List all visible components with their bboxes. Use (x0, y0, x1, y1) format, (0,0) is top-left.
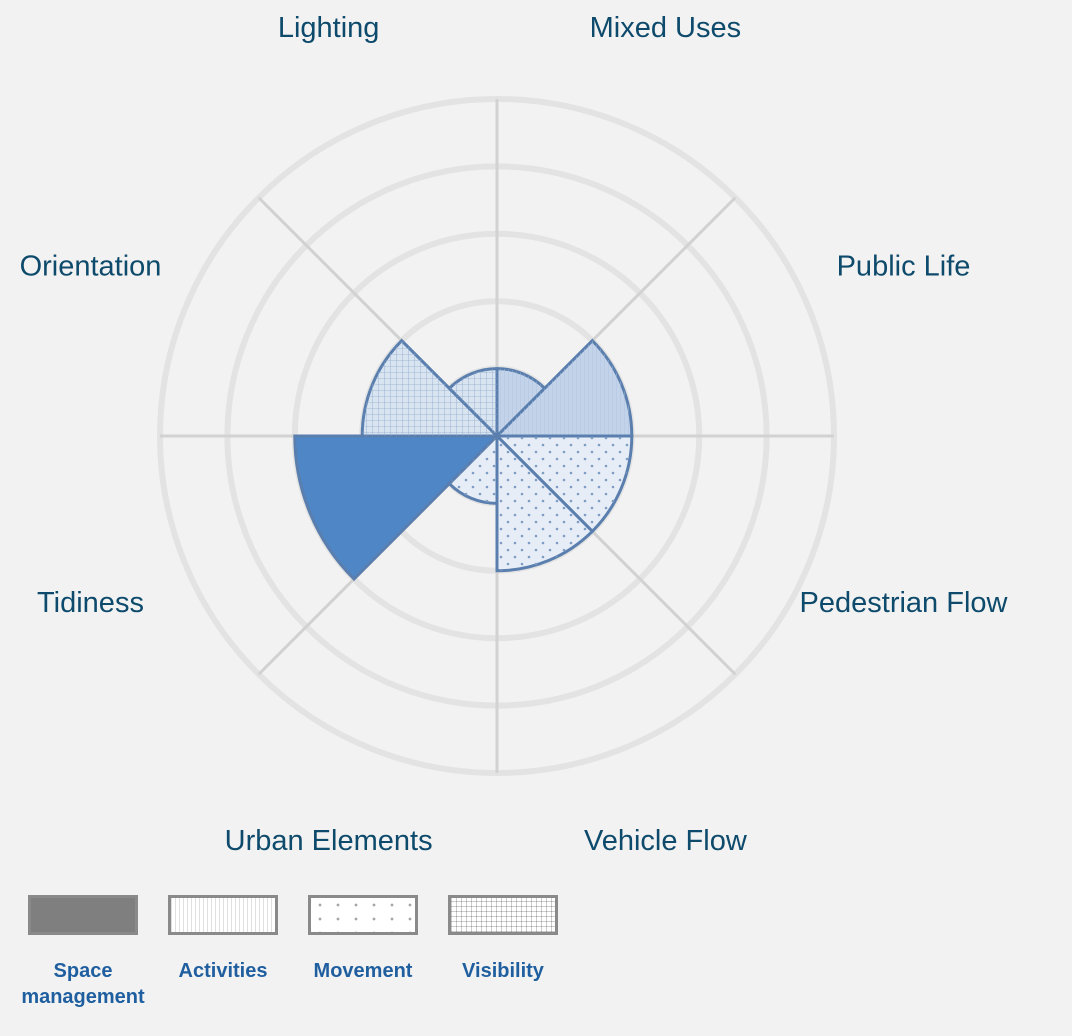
sector-pattern (362, 340, 497, 436)
category-label: Public Life (837, 250, 971, 282)
category-label: Lighting (278, 12, 380, 44)
chart: Mixed Uses Public Life Pedestrian Flow Vehi… (20, 12, 1009, 857)
legend-label: Space management (21, 960, 145, 1008)
category-labels: Mixed Uses Public Life Pedestrian Flow Vehi… (20, 12, 1009, 857)
category-label: Vehicle Flow (584, 825, 748, 857)
legend-swatch (308, 895, 418, 935)
sector-pattern (449, 436, 497, 504)
sector (293, 434, 501, 582)
legend-label: Visibility (462, 960, 544, 982)
category-label: Urban Elements (225, 825, 433, 857)
legend-label: Activities (178, 960, 268, 982)
category-label: Pedestrian Flow (800, 587, 1009, 619)
legend-swatch (448, 895, 558, 935)
sector-pattern (497, 436, 593, 571)
sector-pattern (497, 340, 632, 436)
legend-swatch (168, 895, 278, 935)
category-label: Mixed Uses (590, 12, 742, 44)
category-label: Orientation (20, 250, 162, 282)
legend-swatch (28, 895, 138, 935)
sector-pattern (449, 368, 497, 436)
sector-pattern (497, 436, 632, 532)
category-label: Tidiness (37, 587, 144, 619)
sector-pattern (497, 368, 545, 436)
sectors (293, 338, 634, 582)
legend-label: Movement (313, 960, 413, 982)
